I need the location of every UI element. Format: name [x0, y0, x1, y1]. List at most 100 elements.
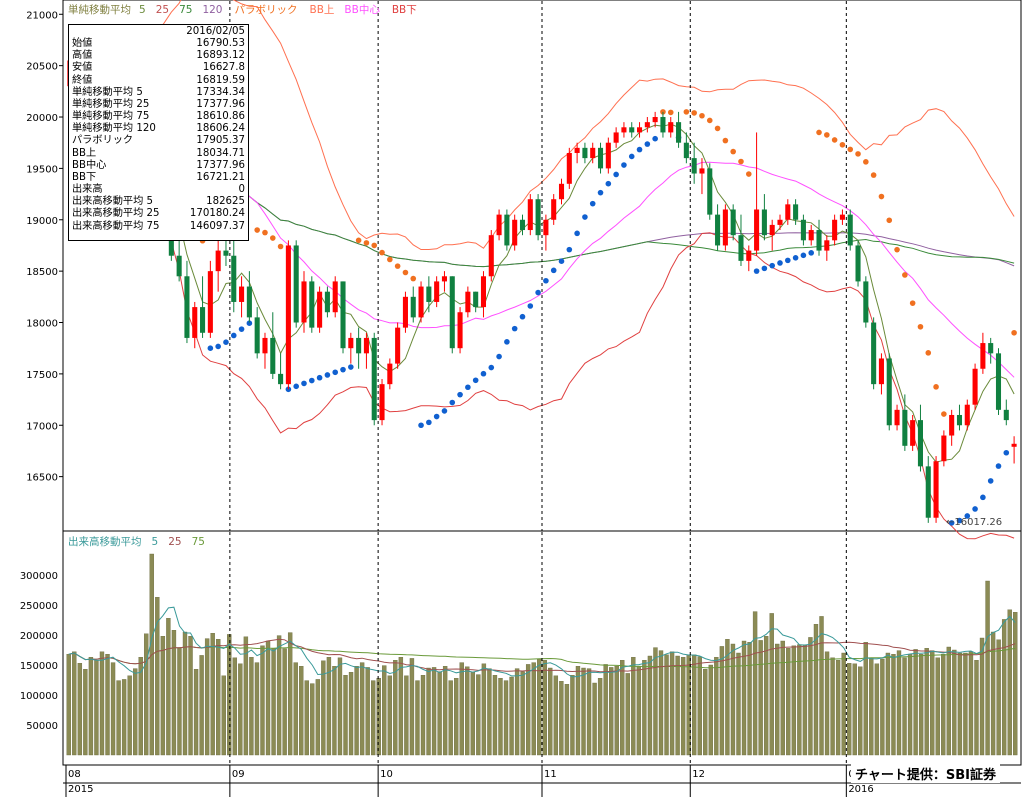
sar-dot	[902, 272, 908, 278]
candle-body	[972, 368, 978, 405]
candle-body	[566, 152, 572, 184]
candle-body	[660, 117, 666, 133]
sar-dot	[722, 137, 729, 144]
volume-bar	[559, 681, 564, 756]
volume-bar	[564, 684, 570, 756]
sar-dot	[465, 384, 471, 391]
info-value: 16627.8	[202, 62, 245, 74]
sar-dot	[433, 413, 440, 420]
volume-bar	[498, 678, 503, 756]
volume-bar	[365, 667, 370, 756]
info-value: 18610.86	[196, 111, 245, 123]
info-value: 18606.24	[196, 123, 245, 135]
info-row: 始値 16790.53	[72, 38, 245, 50]
info-label: 単純移動平均 5	[72, 86, 143, 98]
sar-dot	[589, 200, 596, 207]
candle-body	[535, 199, 541, 236]
candle-body	[309, 281, 315, 328]
volume-bar	[132, 668, 138, 756]
candle-body	[254, 317, 260, 354]
sar-dot	[706, 117, 713, 124]
info-value: 17905.37	[196, 135, 245, 147]
sar-dot	[309, 377, 315, 384]
candle-body	[964, 404, 970, 426]
candle-body	[777, 219, 783, 225]
candle-body	[691, 158, 697, 174]
volume-bar	[382, 665, 387, 756]
volume-bar	[376, 678, 381, 756]
volume-bar	[553, 675, 559, 756]
candle-body	[941, 435, 947, 462]
volume-tick-label: 150000	[20, 661, 58, 672]
volume-bar	[625, 673, 630, 756]
volume-bar	[869, 657, 874, 756]
info-value: 16790.53	[196, 38, 245, 50]
volume-bar	[171, 630, 177, 756]
volume-bar	[636, 666, 642, 756]
sar-dot	[449, 399, 456, 406]
candle-body	[769, 224, 775, 236]
sar-dot	[605, 180, 612, 187]
sar-dot	[917, 323, 924, 330]
volume-bar	[730, 643, 736, 756]
candle-body	[488, 235, 494, 277]
candle-body	[785, 204, 791, 220]
candle-body	[902, 409, 908, 446]
volume-bar	[642, 660, 647, 756]
volume-bars	[66, 553, 1018, 756]
candle-body	[707, 168, 713, 215]
main-legend: 単純移動平均 5 25 75 120 パラボリック BB上 BB中心 BB下	[68, 3, 417, 16]
candle-body	[278, 373, 284, 385]
volume-bar	[775, 643, 780, 756]
candle-body	[793, 204, 799, 220]
info-value: 16721.21	[196, 171, 245, 183]
volume-bar	[160, 636, 166, 756]
candle-body	[597, 147, 604, 169]
volume-bar	[858, 666, 863, 756]
volume-bar	[592, 682, 597, 756]
sar-dot	[909, 300, 916, 306]
volume-bar	[907, 654, 913, 756]
candle-body	[473, 291, 479, 308]
info-label: 高値	[72, 50, 93, 62]
min-annotation: ←16017.26	[946, 517, 1002, 528]
sar-dot	[371, 242, 378, 249]
candle-body	[816, 230, 822, 251]
volume-bar	[608, 667, 614, 756]
candle-body	[855, 245, 861, 282]
sar-dot	[894, 246, 900, 253]
sar-dot	[636, 146, 643, 153]
volume-bar	[321, 660, 326, 756]
sar-dot	[753, 268, 760, 274]
volume-bar	[791, 645, 797, 756]
sar-dot	[691, 110, 697, 116]
volume-bar	[935, 657, 940, 756]
info-row: 終値 16819.59	[72, 75, 245, 87]
info-label: BB中心	[72, 159, 107, 171]
volume-bar	[476, 674, 481, 756]
candle-body	[839, 214, 845, 220]
sar-dot	[355, 237, 362, 244]
volume-bar	[404, 675, 409, 756]
candle-body	[410, 296, 416, 318]
volume-bar	[83, 669, 88, 756]
sar-dot	[730, 148, 736, 155]
volume-bar	[337, 657, 343, 756]
volume-bar	[271, 648, 276, 756]
sar-dot	[738, 158, 744, 165]
sar-dot	[956, 517, 963, 524]
volume-bar	[703, 669, 708, 756]
sar-dot	[254, 227, 260, 233]
candle-body	[863, 281, 869, 323]
candle-body	[379, 384, 385, 421]
candle-body	[527, 199, 533, 231]
candle-body	[301, 281, 307, 323]
sar-dot	[496, 353, 502, 360]
volume-bar	[653, 647, 658, 756]
volume-tick-label: 50000	[26, 721, 58, 732]
candle-body	[558, 183, 565, 200]
candle-body	[465, 291, 471, 313]
candle-body	[910, 420, 916, 446]
candle-body	[504, 214, 510, 246]
sar-dot	[269, 235, 276, 241]
